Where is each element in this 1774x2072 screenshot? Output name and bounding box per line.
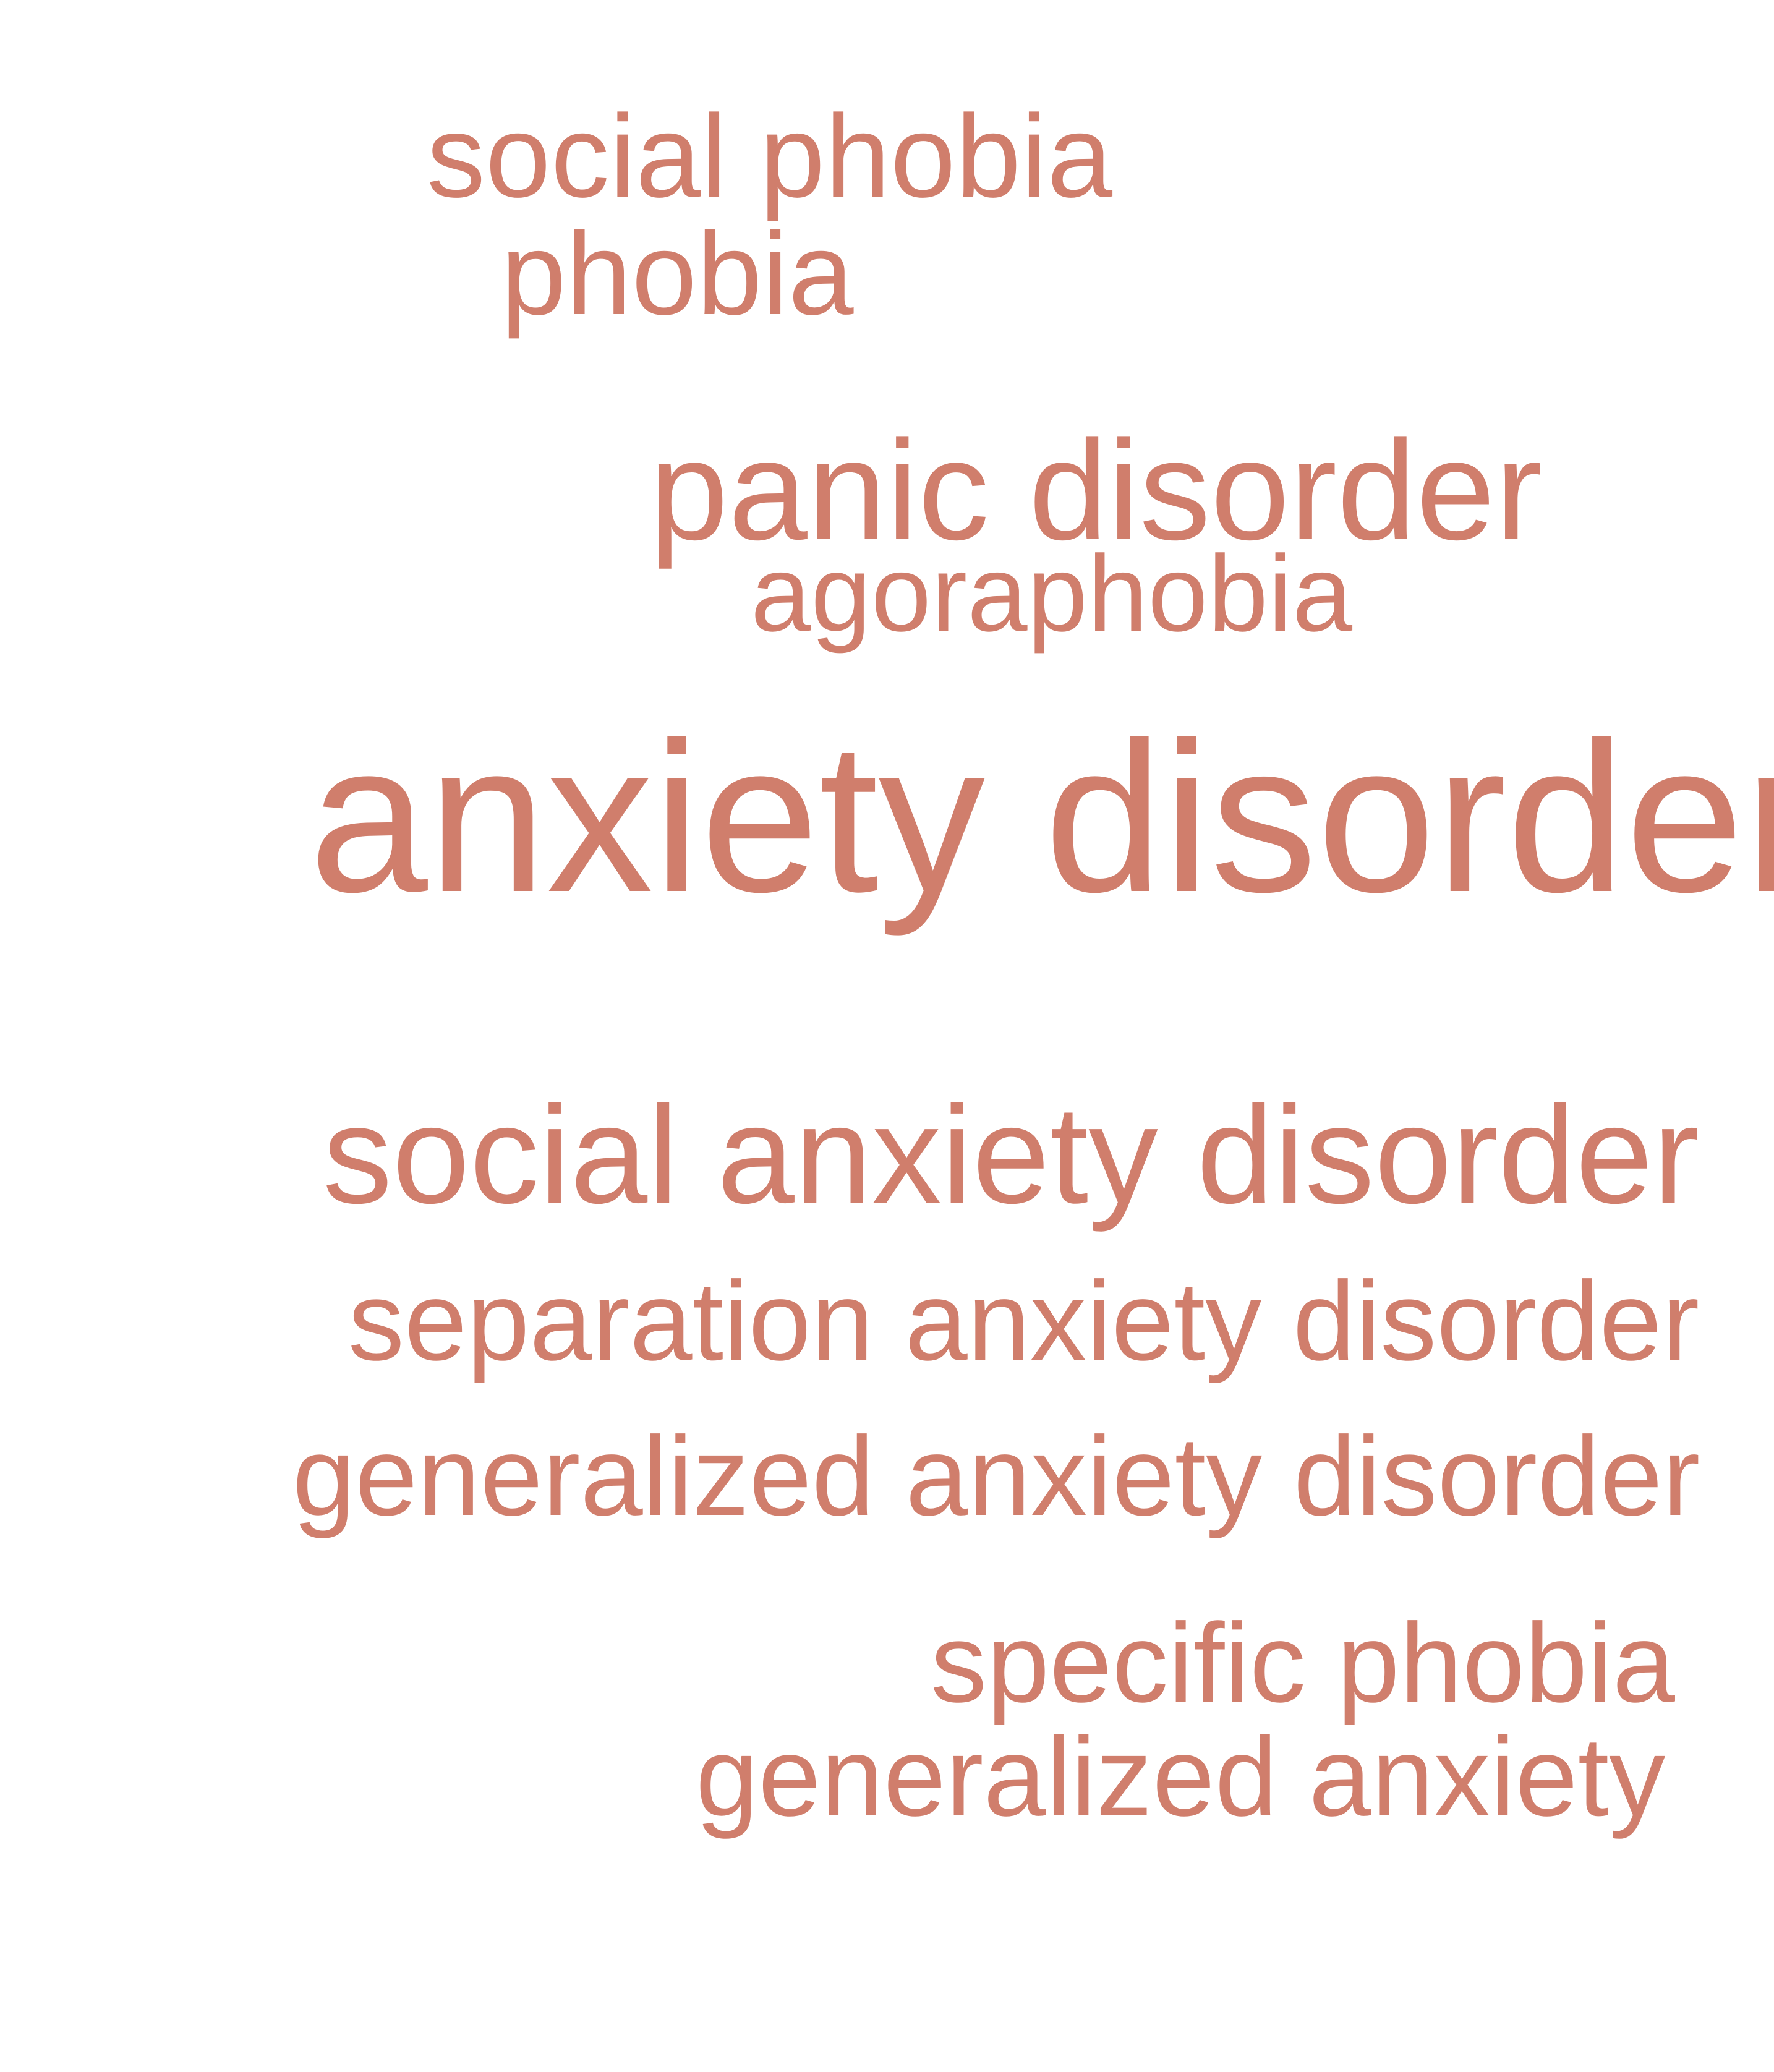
word-generalized-anxiety-disorder: generalized anxiety disorder — [292, 1413, 1700, 1539]
word-separation-anxiety-disorder: separation anxiety disorder — [348, 1258, 1700, 1384]
word-social-anxiety-disorder: social anxiety disorder — [323, 1077, 1700, 1232]
word-social-phobia: social phobia — [427, 91, 1113, 222]
word-agoraphobia: agoraphobia — [751, 534, 1353, 654]
word-generalized-anxiety: generalized anxiety — [696, 1713, 1666, 1840]
word-anxiety-disorder: anxiety disorder — [309, 699, 1774, 937]
word-phobia: phobia — [501, 208, 854, 339]
word-panic-disorder: panic disorder — [649, 411, 1543, 569]
word-specific-phobia: specific phobia — [931, 1600, 1675, 1726]
